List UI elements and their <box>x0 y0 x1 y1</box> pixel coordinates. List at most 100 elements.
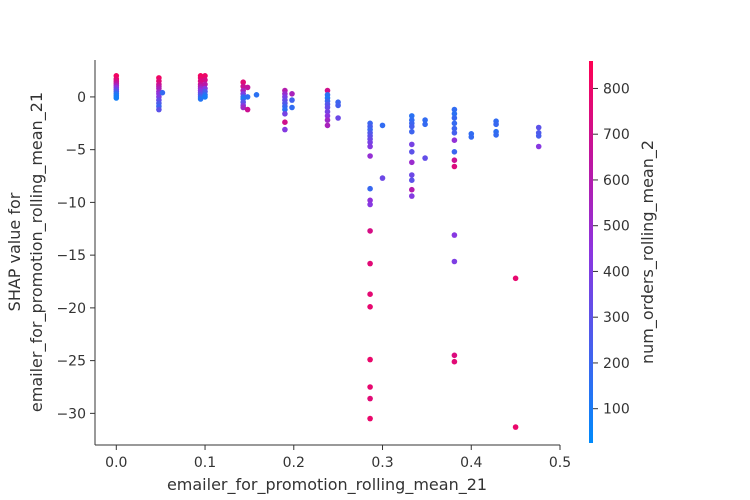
data-point <box>422 121 428 128</box>
data-point <box>244 84 251 91</box>
x-tick-label: 0.3 <box>371 455 393 471</box>
colorbar-tick-label: 500 <box>603 219 630 235</box>
data-point <box>324 122 331 129</box>
data-point <box>409 141 415 148</box>
data-point <box>367 291 373 298</box>
data-point <box>451 352 458 359</box>
data-point <box>379 175 386 181</box>
data-point <box>451 157 458 163</box>
data-point <box>379 122 386 129</box>
data-point <box>367 356 373 363</box>
data-point <box>451 258 458 265</box>
data-point <box>409 193 415 199</box>
x-tick-label: 0.4 <box>460 455 482 471</box>
data-point <box>324 104 331 111</box>
data-point <box>202 94 208 100</box>
data-point <box>202 81 208 88</box>
data-point <box>197 96 204 102</box>
data-point <box>244 106 251 113</box>
y-tick-label: 0 <box>77 90 86 106</box>
data-point <box>240 79 246 85</box>
data-point <box>367 197 373 204</box>
data-point <box>367 143 373 150</box>
y-tick-label: −20 <box>56 301 86 317</box>
x-tick-label: 0.5 <box>549 455 571 471</box>
data-point <box>324 87 331 94</box>
data-point <box>451 115 458 121</box>
data-point <box>493 121 499 128</box>
data-point <box>367 304 373 310</box>
data-point <box>282 106 288 113</box>
data-point <box>422 117 428 123</box>
y-tick-label: −25 <box>56 354 86 370</box>
colorbar-tick-label: 600 <box>603 173 630 189</box>
data-point <box>324 113 331 119</box>
colorbar-tick-label: 400 <box>603 264 630 280</box>
y-axis: 0 −5 −10 −15 −20 −25 −30 SHAP value for emaile… <box>5 60 96 445</box>
data-point <box>289 104 295 111</box>
y-axis-label-line-2: emailer_for_promotion_rolling_mean_21 <box>27 92 47 412</box>
y-tick-label: −30 <box>56 406 86 422</box>
data-point <box>451 130 458 136</box>
data-point <box>367 415 373 422</box>
x-tick-label: 0.2 <box>283 455 305 471</box>
data-point <box>409 113 415 119</box>
data-point <box>159 89 166 96</box>
data-point <box>202 73 208 79</box>
data-point <box>367 260 373 267</box>
data-point <box>409 128 415 135</box>
data-point <box>535 124 542 131</box>
data-point <box>409 149 415 155</box>
data-point <box>289 91 295 97</box>
data-point <box>451 125 458 132</box>
x-tick-label: 0.1 <box>194 455 216 471</box>
colorbar-label: num_orders_rolling_mean_2 <box>638 140 658 364</box>
data-point <box>282 126 288 133</box>
data-point <box>367 153 373 159</box>
data-point <box>422 155 428 161</box>
data-point <box>367 384 373 390</box>
data-point <box>409 159 415 166</box>
data-point <box>202 77 208 83</box>
data-point <box>324 108 331 115</box>
x-tick-label: 0.0 <box>105 455 127 471</box>
data-point <box>409 186 415 193</box>
colorbar: 100 200 300 400 500 600 700 800 num_orders_roll… <box>589 61 658 443</box>
colorbar-tick-label: 700 <box>603 127 630 143</box>
data-point <box>512 424 519 430</box>
colorbar-tick-label: 100 <box>603 402 630 418</box>
data-point <box>468 134 475 140</box>
data-point <box>451 137 458 143</box>
data-point <box>409 172 415 178</box>
data-point <box>244 94 251 100</box>
data-point <box>535 143 542 150</box>
x-axis: 0.0 0.1 0.2 0.3 0.4 0.5 emailer_for_promotion… <box>95 444 571 495</box>
data-point <box>493 132 499 138</box>
data-point <box>367 185 373 192</box>
data-point <box>451 358 458 365</box>
x-axis-label: emailer_for_promotion_rolling_mean_21 <box>167 475 487 495</box>
data-point <box>451 149 458 155</box>
colorbar-tick-label: 300 <box>603 310 630 326</box>
data-point <box>451 163 458 170</box>
data-point <box>113 95 120 101</box>
data-point <box>409 177 415 183</box>
data-point <box>451 111 458 117</box>
scatter-points <box>113 73 542 430</box>
data-point <box>240 104 246 111</box>
colorbar-tick-label: 200 <box>603 356 630 372</box>
data-point <box>335 102 341 109</box>
data-point <box>156 106 162 113</box>
data-point <box>289 97 295 103</box>
data-point <box>451 232 458 238</box>
y-tick-label: −10 <box>56 195 86 211</box>
data-point <box>451 106 458 113</box>
data-point <box>367 139 373 146</box>
data-point <box>324 117 331 123</box>
colorbar-gradient <box>589 61 593 443</box>
y-tick-label: −5 <box>65 143 86 159</box>
data-point <box>282 111 288 117</box>
data-point <box>282 119 288 125</box>
data-point <box>240 83 246 90</box>
data-point <box>335 115 341 121</box>
